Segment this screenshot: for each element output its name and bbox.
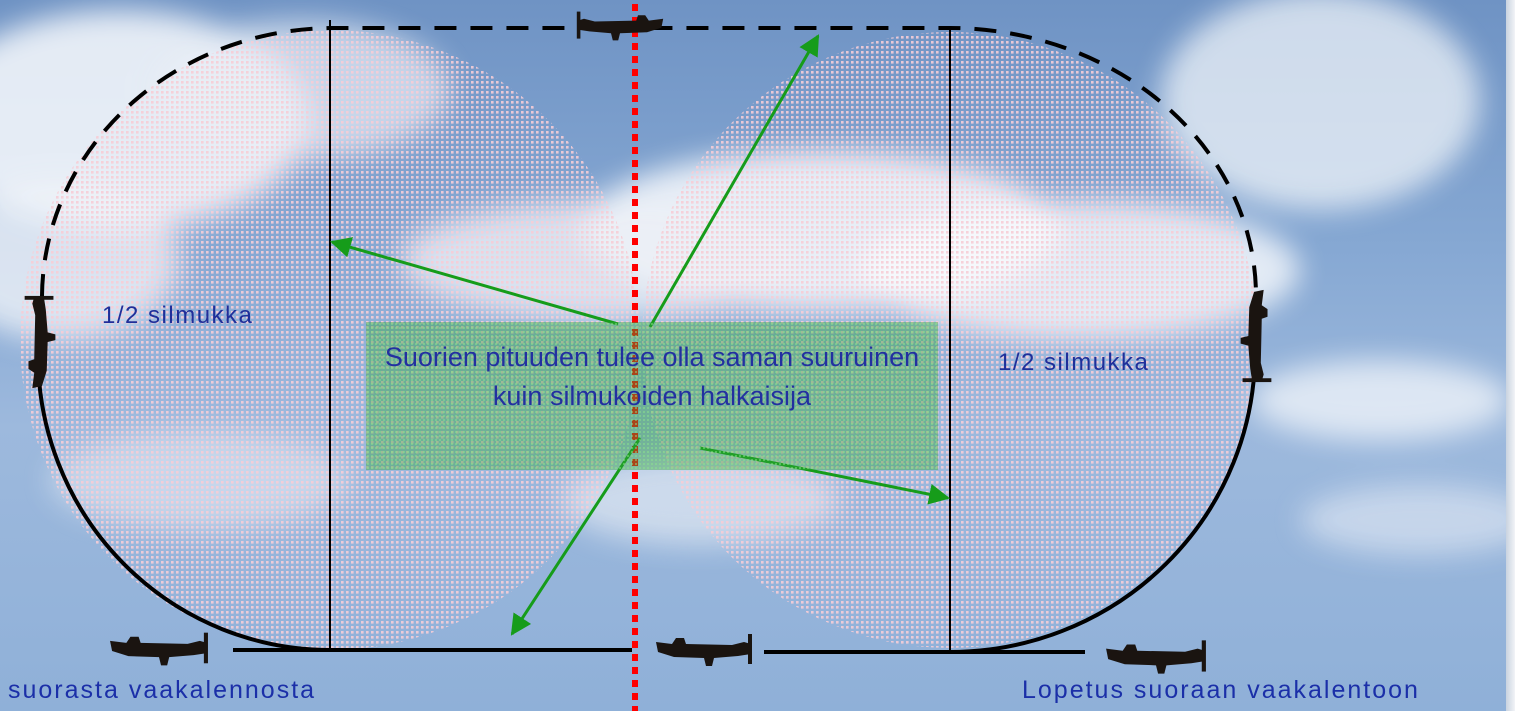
right-loop-label: 1/2 silmukka [998,349,1150,376]
left-loop-label: 1/2 silmukka [102,302,254,329]
aircraft-icon [656,634,752,666]
lower-solid-path [35,353,331,652]
right-edge-strip [1506,0,1515,711]
diameter-lines [329,20,951,652]
lower-solid-path-right [949,351,1257,654]
aircraft-icon [1106,640,1206,674]
center-note-text: Suorien pituuden tulee olla saman suurui… [384,342,920,411]
entry-label: suorasta vaakalennosta [8,676,317,704]
aircraft-icon [576,11,664,41]
exit-label: Lopetus suoraan vaakalentoon [1022,676,1420,704]
center-note-box: Suorien pituuden tulee olla saman suurui… [366,322,938,470]
straight-segments [233,648,1085,654]
aircraft-icon [110,632,208,666]
